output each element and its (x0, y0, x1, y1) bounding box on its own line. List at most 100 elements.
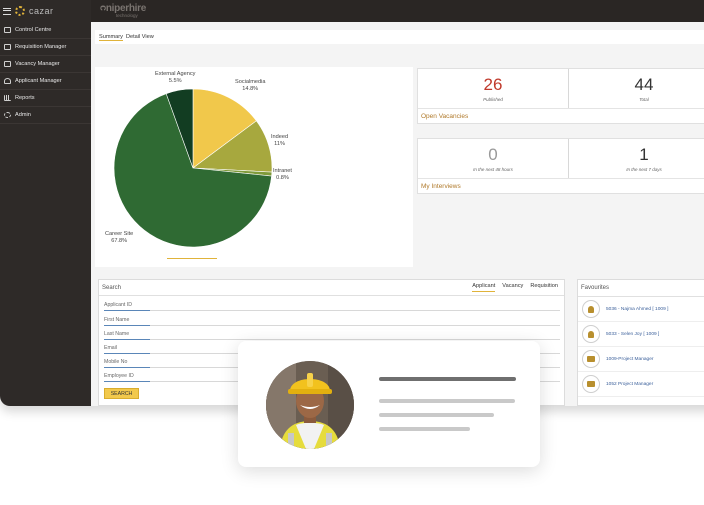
sidebar-item-label: Applicant Manager (15, 78, 62, 84)
kpi-next-48-hours[interactable]: 0 In the next 48 hours (418, 139, 568, 178)
pie-label-name: External Agency (155, 71, 196, 77)
sidebar-item-label: Requisition Manager (15, 44, 67, 50)
pie-slice-socialmedia[interactable] (192, 88, 257, 169)
tab-applicant[interactable]: Applicant (472, 283, 496, 292)
sidebar-item-control-centre[interactable]: Control Centre (0, 22, 91, 39)
applicant-id-field[interactable]: Applicant ID (104, 298, 560, 311)
menu-icon[interactable] (3, 7, 11, 15)
monitor-icon (4, 27, 11, 33)
placeholder-line (379, 413, 494, 417)
main-content: Summary Detail View External Agency 5.5%… (91, 22, 704, 406)
chart-divider (167, 258, 217, 259)
person-icon (582, 300, 600, 318)
kpi-caption: In the next 7 days (626, 167, 662, 172)
worker-photo (266, 361, 354, 449)
pie-label-name: Intranet (273, 168, 292, 174)
pie-label-name: Socialmedia (235, 79, 266, 85)
favourites-title: Favourites (578, 280, 704, 297)
favourite-label: 5036 - Najma Ahmed [ 1009 ] (606, 306, 669, 312)
kpi-value: 0 (488, 145, 498, 164)
pie-label-value: 67.8% (111, 237, 128, 244)
kpi-value: 44 (634, 75, 654, 94)
sidebar-item-reports[interactable]: Reports (0, 90, 91, 107)
sidebar-item-label: Admin (15, 112, 31, 118)
briefcase-icon (4, 61, 11, 67)
tab-vacancy[interactable]: Vacancy (502, 283, 524, 289)
favourites-panel: Favourites 5036 - Najma Ahmed [ 1009 ] 5… (577, 279, 704, 406)
search-button[interactable]: SEARCH (104, 388, 139, 399)
pie-label-name: Career Site (105, 231, 134, 237)
search-header: Search Applicant Vacancy Requisition (99, 280, 564, 296)
sidebar-nav: Control Centre Requisition Manager Vacan… (0, 22, 91, 124)
tab-summary[interactable]: Summary (99, 33, 123, 41)
brand-name: cazar (29, 6, 54, 16)
kpi-next-7-days[interactable]: 1 In the next 7 days (568, 139, 704, 178)
briefcase-icon (582, 375, 600, 393)
favourite-label: 1052 Project Manager (606, 381, 654, 387)
tab-detail-view[interactable]: Detail View (125, 34, 154, 40)
bar-chart-icon (4, 95, 11, 101)
favourite-item[interactable]: 1009-Project Manager (578, 347, 704, 372)
favourite-item[interactable]: 5033 - Selen Joy [ 1009 ] (578, 322, 704, 347)
pie-label-socialmedia: Socialmedia 14.8% (235, 79, 265, 92)
top-bar (0, 0, 704, 22)
app-window: ᴒniperhire technology cazar Control Cent… (0, 0, 704, 406)
pie-chart (113, 88, 273, 248)
person-icon (582, 325, 600, 343)
kpi-published[interactable]: 26 Published (418, 69, 568, 108)
kpi-caption: Total (639, 97, 649, 102)
view-tabs: Summary Detail View (95, 30, 704, 44)
pie-label-career-site: Career Site 67.8% (105, 231, 133, 244)
worker-illustration (266, 361, 354, 449)
search-title: Search (102, 284, 122, 291)
kpi-total[interactable]: 44 Total (568, 69, 704, 108)
card-title: Open Vacancies (421, 112, 469, 120)
placeholder-line (379, 377, 516, 381)
kpi-row: 0 In the next 48 hours 1 In the next 7 d… (418, 139, 704, 179)
sidebar-item-requisition-manager[interactable]: Requisition Manager (0, 39, 91, 56)
pie-slice-career-site[interactable] (113, 93, 272, 248)
company-logo: ᴒniperhire (100, 3, 146, 14)
pie-label-external-agency: External Agency 5.5% (155, 71, 195, 84)
favourite-label: 5033 - Selen Joy [ 1009 ] (606, 331, 660, 337)
pie-label-indeed: Indeed 11% (271, 134, 288, 147)
brand: cazar (0, 0, 91, 22)
briefcase-icon (582, 350, 600, 368)
search-tabs: Applicant Vacancy Requisition (472, 283, 558, 292)
sidebar-item-admin[interactable]: Admin (0, 107, 91, 124)
my-interviews-card: 0 In the next 48 hours 1 In the next 7 d… (417, 138, 704, 194)
pie-label-intranet: Intranet 0.8% (273, 168, 292, 181)
pie-label-value: 5.5% (168, 77, 182, 84)
company-tagline: technology (116, 13, 138, 18)
favourite-label: 1009-Project Manager (606, 356, 654, 362)
sidebar-item-label: Reports (15, 95, 35, 101)
sidebar-item-applicant-manager[interactable]: Applicant Manager (0, 73, 91, 90)
user-icon (4, 78, 11, 84)
profile-card (238, 341, 540, 467)
tab-requisition[interactable]: Requisition (530, 283, 558, 289)
pie-slice-external-agency[interactable] (165, 88, 194, 169)
first-name-field[interactable]: First Name (104, 313, 560, 326)
kpi-value: 26 (483, 75, 503, 94)
favourite-item[interactable]: 5036 - Najma Ahmed [ 1009 ] (578, 297, 704, 322)
pie-label-value: 11% (274, 140, 285, 147)
source-pie-chart-panel: External Agency 5.5% Socialmedia 14.8% I… (95, 67, 413, 267)
sidebar-item-vacancy-manager[interactable]: Vacancy Manager (0, 56, 91, 73)
kpi-caption: In the next 48 hours (473, 167, 513, 172)
sidebar: cazar Control Centre Requisition Manager… (0, 0, 91, 406)
card-title: My Interviews (421, 182, 461, 190)
favourite-item[interactable]: 1052 Project Manager (578, 372, 704, 397)
sidebar-item-label: Vacancy Manager (15, 61, 60, 67)
pie-label-name: Indeed (271, 134, 289, 140)
kpi-row: 26 Published 44 Total (418, 69, 704, 109)
last-name-field[interactable]: Last Name (104, 327, 560, 340)
kpi-caption: Published (483, 97, 503, 102)
sidebar-item-label: Control Centre (15, 27, 52, 33)
pie-label-value: 0.8% (276, 174, 289, 181)
list-icon (4, 44, 11, 50)
logo-icon (15, 6, 25, 16)
pie-label-value: 14.8% (242, 85, 259, 92)
placeholder-line (379, 399, 515, 403)
gear-icon (4, 112, 11, 118)
